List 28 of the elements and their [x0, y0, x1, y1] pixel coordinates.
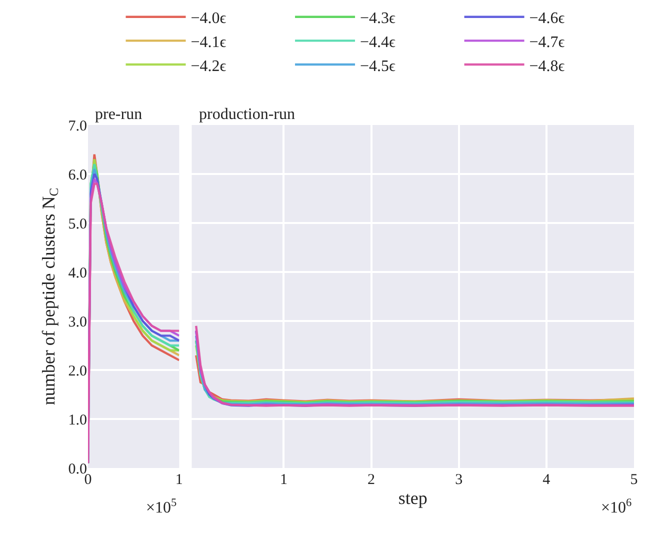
y-tick-label: 5.0 — [68, 216, 87, 232]
x-tick-label: 4 — [542, 472, 551, 488]
legend-label: −4.8ϵ — [529, 58, 566, 75]
legend-label: −4.1ϵ — [190, 34, 227, 51]
x-tick-label: 1 — [280, 472, 288, 488]
y-tick-label: 7.0 — [68, 118, 87, 134]
legend-label: −4.3ϵ — [360, 10, 396, 28]
y-tick-label: 1.0 — [68, 412, 87, 428]
chart-title: pre-run — [95, 106, 142, 123]
x-tick-label: 5 — [630, 472, 638, 488]
legend-label: −4.7ϵ — [529, 34, 566, 51]
text: ×10$^{6}$ — [601, 497, 632, 517]
y-tick-label: 2.0 — [68, 363, 87, 380]
chart-title: production-run — [199, 106, 295, 123]
x-tick-label: 0 — [84, 472, 92, 488]
y-tick-label: 6.0 — [68, 167, 87, 184]
x-tick-label: 1 — [175, 472, 183, 488]
legend-label: −4.2ϵ — [190, 58, 227, 75]
text: ×10$^{5}$ — [146, 497, 178, 517]
x-tick-label: 2 — [368, 472, 376, 488]
x-axis-title: step — [398, 488, 428, 508]
legend-label: −4.0ϵ — [190, 10, 227, 28]
y-tick-label: 4.0 — [68, 265, 87, 282]
legend-label: −4.6ϵ — [529, 10, 566, 28]
legend-label: −4.4ϵ — [360, 34, 396, 51]
y-tick-label: 3.0 — [68, 314, 87, 330]
x-tick-label: 3 — [455, 472, 463, 488]
legend-label: −4.5ϵ — [360, 58, 396, 75]
